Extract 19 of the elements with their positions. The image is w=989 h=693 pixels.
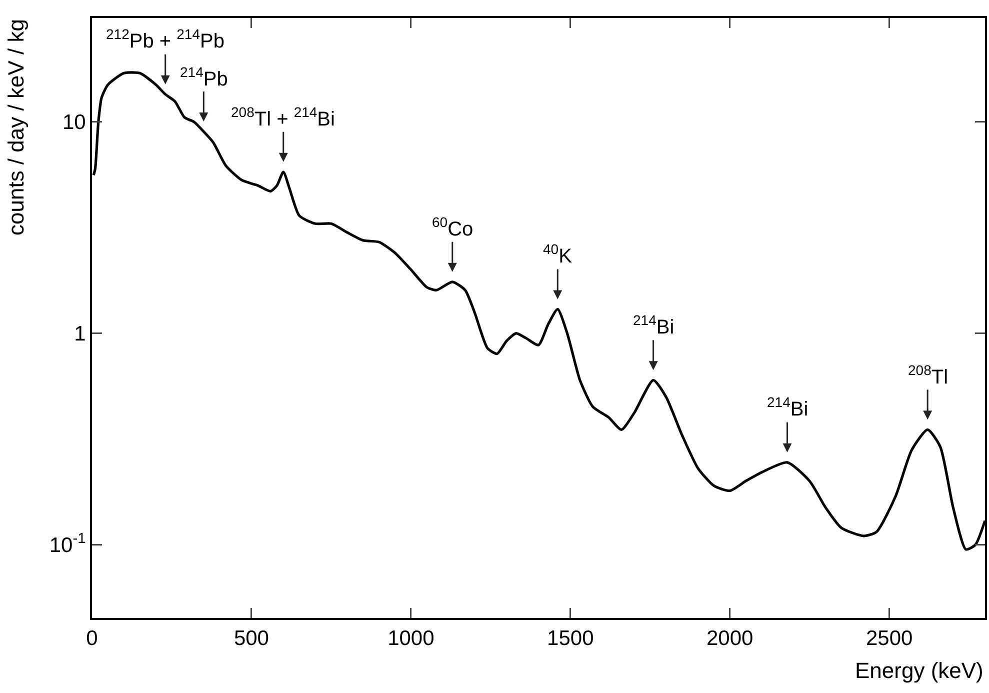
- annotation: $^{214}$Pb: [180, 64, 228, 90]
- annotation: $^{208}$Tl + $^{214}$Bi: [231, 104, 335, 130]
- annotation: $^{214}$Bi: [767, 394, 808, 420]
- y-tick-label: 10: [62, 111, 86, 134]
- x-tick-label: 2500: [866, 627, 913, 650]
- y-axis-title: counts / day / keV / kg: [4, 19, 28, 236]
- annotation: $^{208}$Tl: [908, 362, 948, 388]
- x-tick-label: 1000: [388, 627, 434, 650]
- y-tick-label: 10$^{-1}$: [49, 531, 86, 558]
- annotation: $^{40}$K: [543, 241, 573, 268]
- x-tick-label: 500: [234, 627, 269, 650]
- x-axis-title: Energy (keV): [855, 658, 984, 683]
- annotation: $^{60}$Co: [432, 214, 474, 240]
- x-tick-label: 2000: [706, 627, 754, 650]
- x-tick-label: 0: [86, 627, 98, 650]
- x-tick-label: 1500: [547, 627, 594, 650]
- y-tick-label: 1: [74, 322, 86, 346]
- annotation: $^{212}$Pb + $^{214}$Pb: [106, 26, 224, 52]
- annotation: $^{214}$Bi: [633, 312, 674, 338]
